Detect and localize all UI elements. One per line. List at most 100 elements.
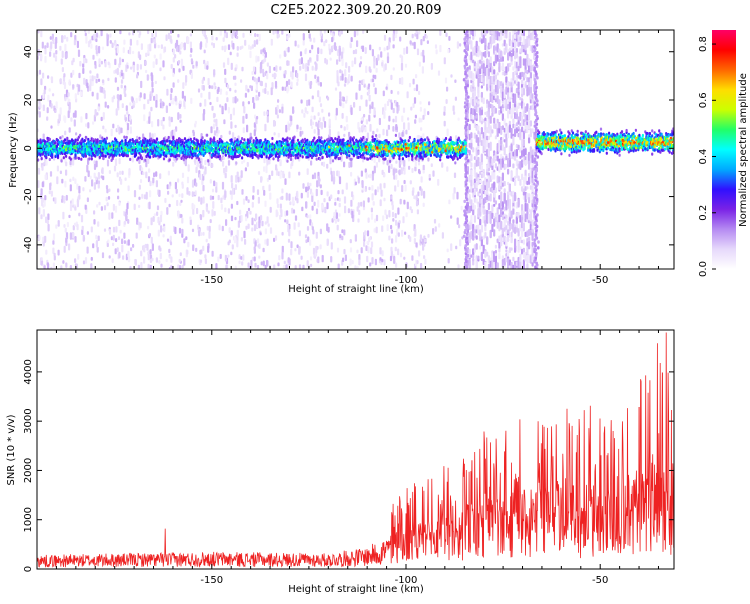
heatmap-cell [371,78,375,83]
heatmap-cell [390,163,393,170]
heatmap-cell [403,168,406,175]
heatmap-cell [358,105,362,112]
heatmap-cell [245,216,248,222]
heatmap-cell [241,66,244,72]
heatmap-cell [230,203,233,209]
heatmap-cell [170,39,173,44]
heatmap-cell [338,202,341,208]
heatmap-cell [284,86,287,91]
heatmap-cell [61,178,64,184]
heatmap-cell [116,45,119,54]
heatmap-cell [371,101,374,109]
heatmap-cell [512,208,515,215]
heatmap-cell [221,225,224,232]
heatmap-cell [213,69,216,76]
heatmap-cell [493,229,496,237]
heatmap-cell [179,119,182,123]
heatmap-cell [98,201,101,206]
heatmap-cell [253,256,256,262]
heatmap-cell [40,30,43,38]
heatmap-cell [213,113,216,118]
heatmap-cell [397,180,400,188]
heatmap-cell [69,232,72,240]
heatmap-cell [204,99,207,107]
heatmap-cell [236,98,239,102]
heatmap-cell [84,135,87,139]
heatmap-cell [310,160,313,166]
heatmap-cell [177,33,180,38]
heatmap-cell [519,253,522,262]
heatmap-cell [56,154,60,158]
heatmap-cell [294,40,297,47]
heatmap-cell [157,229,160,237]
heatmap-cell [201,79,204,85]
heatmap-cell [52,38,55,44]
heatmap-cell [470,71,473,79]
heatmap-cell [122,47,125,54]
heatmap-cell [357,177,360,184]
heatmap-cell [119,57,122,66]
heatmap-cell [246,161,249,167]
heatmap-cell [399,198,402,205]
heatmap-cell [234,216,237,221]
heatmap-cell [361,180,364,188]
heatmap-cell [292,209,296,214]
heatmap-cell [368,186,371,191]
heatmap-cell [146,74,149,81]
heatmap-cell [70,72,73,78]
heatmap-cell [276,30,280,34]
heatmap-cell [404,63,408,68]
heatmap-cell [484,261,487,268]
heatmap-cell [115,238,118,243]
heatmap-cell [177,60,181,65]
heatmap-cell [414,114,417,119]
heatmap-cell [232,132,235,140]
heatmap-cell [321,108,324,113]
heatmap-cell [468,221,471,226]
heatmap-cell [304,73,308,82]
heatmap-cell [114,58,117,66]
heatmap-cell [281,30,284,35]
heatmap-cell [134,153,138,157]
heatmap-cell [447,48,450,54]
heatmap-cell [192,131,195,137]
heatmap-cell [47,213,50,221]
heatmap-cell [526,186,529,190]
heatmap-cell [235,30,238,36]
heatmap-cell [280,209,283,218]
heatmap-cell [47,223,50,232]
heatmap-cell [306,110,309,115]
heatmap-cell [358,209,361,216]
heatmap-cell [200,249,203,255]
heatmap-cell [338,31,341,37]
heatmap-cell [162,234,165,238]
heatmap-cell [529,87,532,94]
heatmap-cell [386,160,389,166]
heatmap-cell [93,160,96,165]
heatmap-cell [350,75,353,82]
heatmap-cell [415,200,419,207]
heatmap-cell [317,128,320,136]
heatmap-cell [61,67,64,73]
heatmap-cell [360,117,363,122]
heatmap-cell [306,226,310,231]
heatmap-cell [255,82,258,91]
heatmap-cell [177,264,180,269]
heatmap-cell [296,197,299,204]
heatmap-cell [310,222,314,228]
heatmap-cell [450,243,453,251]
heatmap-cell [251,71,254,75]
heatmap-cell [40,54,43,60]
heatmap-cell [369,44,372,51]
heatmap-cell [126,122,130,131]
heatmap-cell [74,258,77,263]
heatmap-cell [151,243,154,251]
heatmap-cell [354,49,358,55]
heatmap-cell [405,129,408,135]
heatmap-cell [90,263,93,269]
heatmap-cell [291,196,295,204]
heatmap-cell [444,77,448,84]
heatmap-cell [452,105,455,112]
heatmap-cell [394,34,398,39]
heatmap-cell [65,262,68,268]
